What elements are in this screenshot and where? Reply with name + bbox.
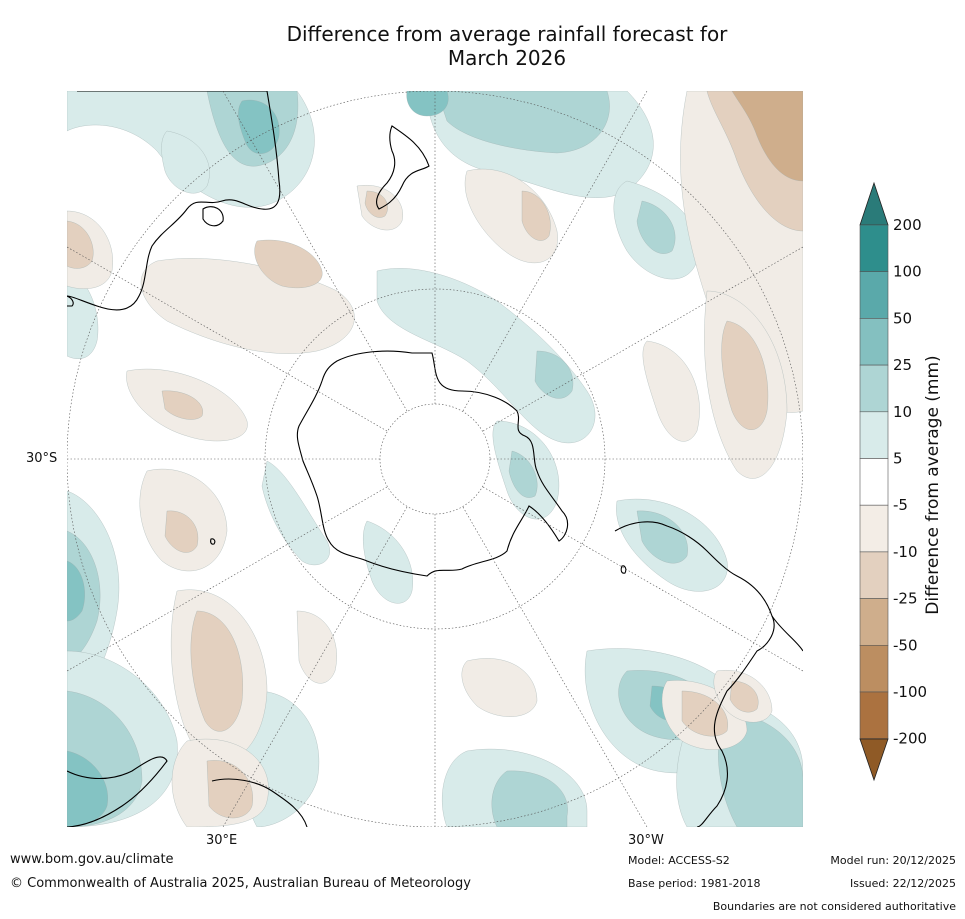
colorbar-swatch (859, 458, 889, 506)
wet-region (491, 770, 568, 827)
title-line-1: Difference from average rainfall forecas… (286, 22, 728, 46)
colorbar-arrow-bottom (859, 738, 889, 782)
issued-text: Issued: 22/12/2025 (849, 877, 956, 890)
antarctica-coastline (296, 350, 569, 577)
colorbar-tick-label: -50 (893, 636, 918, 654)
latitude-circle (264, 288, 606, 630)
dry-region (681, 690, 728, 737)
disclaimer-text: Boundaries are not considered authoritat… (712, 900, 956, 913)
colorbar-tick-label: -25 (893, 590, 918, 608)
dry-region (729, 680, 759, 713)
colorbar-tick-label: 50 (893, 309, 912, 327)
wet-region (376, 268, 596, 443)
colorbar-swatch (859, 318, 889, 366)
dry-region (521, 190, 551, 241)
coastlines (67, 91, 803, 827)
colorbar-tick-label: 200 (893, 216, 922, 234)
dry-region (731, 91, 803, 182)
title-line-2: March 2026 (447, 46, 567, 70)
copyright-text: © Commonwealth of Australia 2025, Austra… (10, 876, 471, 891)
colorbar-swatch (859, 411, 889, 459)
wet-region (238, 99, 280, 154)
madagascar-coastline (211, 778, 308, 827)
wet-region (363, 520, 413, 604)
wet-region (67, 560, 85, 622)
colorbar-tick-label: 100 (893, 263, 922, 281)
island-coastline (67, 295, 74, 307)
dry-region (206, 760, 253, 819)
graticule (67, 91, 803, 827)
label-30w: 30°W (628, 833, 664, 848)
new-zealand-coastline (376, 125, 430, 210)
wet-region (534, 350, 574, 399)
dry-region (721, 320, 769, 430)
colorbar-swatch (859, 598, 889, 646)
colorbar-tick-label: -10 (893, 543, 918, 561)
wet-region (436, 91, 610, 154)
colorbar-swatch (859, 504, 889, 553)
wet-region (508, 450, 538, 498)
colorbar-swatch (859, 224, 889, 273)
tasmania-coastline (202, 206, 224, 227)
dry-region (642, 340, 700, 442)
dry-anomaly-regions (67, 91, 803, 827)
map-title: Difference from average rainfall forecas… (0, 22, 965, 70)
colorbar-swatch (859, 691, 889, 740)
model-text: Model: ACCESS-S2 (628, 854, 730, 867)
colorbar-tick-label: -100 (893, 683, 927, 701)
island-coastline (210, 538, 216, 545)
dry-region (465, 169, 558, 264)
dry-region (461, 658, 538, 717)
colorbar-tick-label: -200 (893, 730, 927, 748)
colorbar-arrow-top (859, 181, 889, 226)
model-run-text: Model run: 20/12/2025 (830, 854, 956, 867)
wet-region (261, 460, 330, 566)
colorbar: 200 100 50 25 10 5 -5 -10 -25 -50 -100 -200 (859, 181, 927, 782)
dry-region (161, 390, 203, 420)
dry-region (164, 510, 199, 553)
rainfall-map[interactable] (67, 91, 803, 827)
island-coastline (620, 565, 627, 574)
dry-region (254, 239, 323, 289)
south-america-west-coastline (771, 615, 803, 652)
colorbar-tick-label: -5 (893, 496, 908, 514)
south-america-coastline (614, 521, 775, 827)
wet-region (161, 130, 210, 194)
colorbar-tick-label: 25 (893, 356, 912, 374)
colorbar-swatch (859, 644, 889, 693)
base-period-text: Base period: 1981-2018 (628, 877, 761, 890)
wet-region (636, 200, 676, 254)
colorbar-tick-label: 5 (893, 450, 903, 468)
colorbar-label: Difference from average (mm) (923, 355, 943, 615)
australia-coastline (67, 91, 281, 311)
label-30e: 30°E (206, 833, 238, 848)
label-30s: 30°S (26, 451, 58, 466)
colorbar-swatch (859, 551, 889, 599)
colorbar-swatch (859, 271, 889, 319)
africa-coastline (67, 756, 168, 827)
website-link[interactable]: www.bom.gov.au/climate (10, 852, 174, 867)
dry-region (190, 610, 243, 732)
colorbar-tick-label: 10 (893, 403, 912, 421)
colorbar-swatch (859, 364, 889, 413)
wet-region (406, 91, 449, 117)
dry-region (67, 220, 94, 269)
